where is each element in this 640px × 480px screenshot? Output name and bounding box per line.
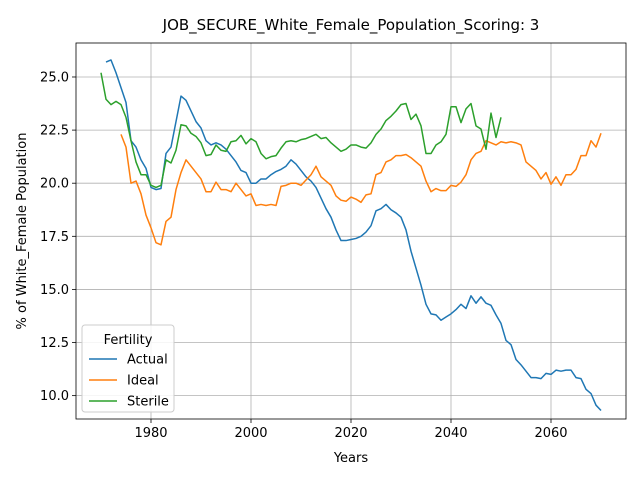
chart-title: JOB_SECURE_White_Female_Population_Scori… xyxy=(162,16,540,35)
y-tick-label: 20.0 xyxy=(40,177,69,192)
y-tick-label: 10.0 xyxy=(40,389,69,404)
legend-box xyxy=(81,324,175,413)
y-tick-label: 25.0 xyxy=(40,70,69,85)
x-tick-label: 2020 xyxy=(334,426,367,441)
y-tick-label: 15.0 xyxy=(40,283,69,298)
x-tick-label: 2000 xyxy=(234,426,267,441)
y-tick-label: 12.5 xyxy=(40,336,69,351)
y-tick-label: 22.5 xyxy=(40,124,69,139)
grid-lines xyxy=(76,43,626,419)
series-lines xyxy=(100,59,602,412)
x-axis-label: Years xyxy=(333,451,369,466)
x-tick-label: 2040 xyxy=(434,426,467,441)
legend-label-actual: Actual xyxy=(127,353,168,368)
series-line-sterile xyxy=(100,72,502,189)
series-line-actual xyxy=(105,59,602,412)
legend: Fertility Actual Ideal Sterile xyxy=(81,324,175,413)
legend-label-ideal: Ideal xyxy=(127,374,159,389)
legend-entries: Actual Ideal Sterile xyxy=(89,353,169,410)
series-line-ideal xyxy=(120,133,602,246)
x-tick-label: 1980 xyxy=(134,426,167,441)
legend-label-sterile: Sterile xyxy=(127,395,169,410)
legend-title: Fertility xyxy=(104,333,153,348)
y-axis-label: % of White_Female Population xyxy=(15,133,30,330)
axis-ticks: 1980 2000 2020 2040 2060 10.0 12.5 15.0 17.5 20.0… xyxy=(40,70,568,441)
x-tick-label: 2060 xyxy=(534,426,567,441)
y-tick-label: 17.5 xyxy=(40,230,69,245)
